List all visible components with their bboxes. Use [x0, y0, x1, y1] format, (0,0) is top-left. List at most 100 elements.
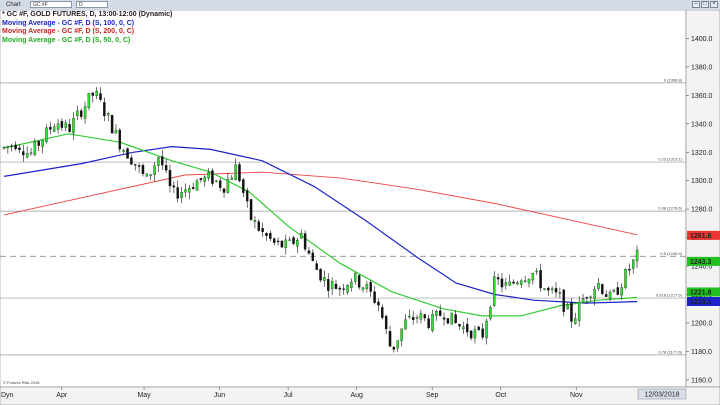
candle-body — [535, 270, 538, 273]
ma200-line — [3, 171, 638, 236]
candle-body — [543, 288, 546, 290]
candle-body — [33, 141, 37, 155]
candle-body — [570, 302, 573, 322]
candle-body — [334, 283, 338, 289]
y-tick-label: 1320.0 — [691, 150, 713, 157]
x-tick-label: Jun — [214, 392, 225, 399]
candle-body — [520, 280, 523, 285]
candle-body — [161, 156, 164, 166]
candle-body — [597, 282, 600, 289]
candle-body — [87, 93, 91, 108]
candle-body — [238, 164, 241, 182]
candle-body — [14, 144, 17, 150]
candle-body — [95, 91, 98, 96]
y-tick-label: 1340.0 — [691, 121, 713, 128]
candle-body — [466, 323, 469, 333]
candle-body — [218, 180, 222, 188]
candle-body — [168, 170, 172, 187]
candle-body — [319, 268, 322, 281]
candle-body — [211, 170, 214, 184]
candle-body — [45, 127, 48, 143]
maximize-icon[interactable]: □ — [701, 1, 709, 8]
candle-body — [303, 233, 307, 250]
candle-body — [450, 312, 454, 325]
candle-body — [469, 330, 473, 339]
candle-body — [604, 294, 608, 297]
candle-body — [373, 291, 376, 303]
candle-body — [558, 292, 562, 294]
fib-label: 0.23 (1313.1) — [658, 157, 682, 162]
candle-body — [462, 326, 465, 330]
x-tick-label: Apr — [56, 392, 68, 399]
candle-body — [188, 188, 191, 193]
price-chart[interactable]: 1160.01180.01200.01220.01240.01260.01280… — [0, 10, 720, 405]
candle-body — [91, 92, 95, 96]
candle-body — [296, 240, 299, 247]
candle-body — [323, 277, 326, 281]
candle-body — [435, 311, 438, 316]
candle-body — [581, 298, 585, 303]
candle-body — [531, 273, 535, 281]
price-badge — [687, 256, 720, 266]
candle-body — [199, 178, 203, 180]
legend-ma100: Moving Average - GC #F, D (S, 100, 0, C) — [2, 19, 135, 27]
candle-body — [114, 129, 118, 134]
candle-body — [126, 148, 129, 159]
candle-body — [284, 239, 288, 248]
candle-body — [64, 122, 67, 129]
candle-body — [230, 177, 233, 180]
price-badge — [687, 287, 720, 297]
candle-body — [481, 328, 484, 338]
close-icon[interactable]: × — [710, 1, 718, 8]
candle-body — [52, 126, 56, 132]
candle-body — [280, 240, 284, 248]
price-badge — [687, 296, 720, 306]
candle-body — [180, 192, 183, 198]
candle-body — [485, 320, 488, 339]
period-select[interactable]: D — [76, 1, 108, 8]
candle-body — [589, 296, 592, 299]
candle-body — [311, 252, 315, 261]
candle-body — [222, 188, 226, 193]
candle-body — [473, 329, 477, 339]
candle-body — [288, 239, 291, 241]
candle-body — [427, 318, 430, 329]
candle-body — [6, 146, 10, 148]
candle-body — [562, 289, 565, 312]
price-badge-label: 1243.3 — [690, 259, 712, 266]
candle-body — [60, 121, 64, 128]
fib-label: 0.78 (1177.6) — [659, 349, 683, 354]
y-tick-label: 1240.0 — [691, 264, 713, 271]
candle-body — [249, 199, 253, 220]
candle-body — [593, 288, 596, 300]
candle-body — [68, 124, 71, 132]
candle-body — [265, 232, 268, 236]
candle-body — [203, 176, 206, 182]
minimize-icon[interactable]: – — [692, 1, 700, 8]
candle-body — [242, 179, 245, 193]
candle-body — [504, 282, 508, 286]
candle-body — [354, 272, 357, 282]
candle-body — [438, 310, 442, 316]
watermark: © Futures Risk 2018 — [3, 380, 40, 385]
symbol-input[interactable]: GC #F — [30, 1, 72, 8]
candle-body — [508, 281, 511, 286]
legend-main: * GC #F, GOLD FUTURES, D, 13:00-12:00 (D… — [2, 11, 173, 18]
x-tick-label: Sep — [426, 392, 439, 399]
candle-body — [620, 287, 623, 296]
candle-body — [157, 157, 160, 166]
candle-body — [25, 153, 29, 158]
app-label: Chart — [6, 2, 21, 8]
candle-body — [79, 110, 83, 117]
candle-body — [361, 287, 365, 290]
candle-body — [601, 284, 604, 294]
candle-body — [608, 292, 612, 299]
candle-body — [83, 106, 87, 119]
candle-body — [300, 233, 303, 239]
candle-body — [458, 324, 461, 327]
candle-body — [41, 140, 44, 147]
candle-body — [191, 187, 195, 189]
candle-body — [554, 288, 558, 293]
candle-body — [523, 280, 527, 282]
candle-body — [628, 269, 631, 271]
